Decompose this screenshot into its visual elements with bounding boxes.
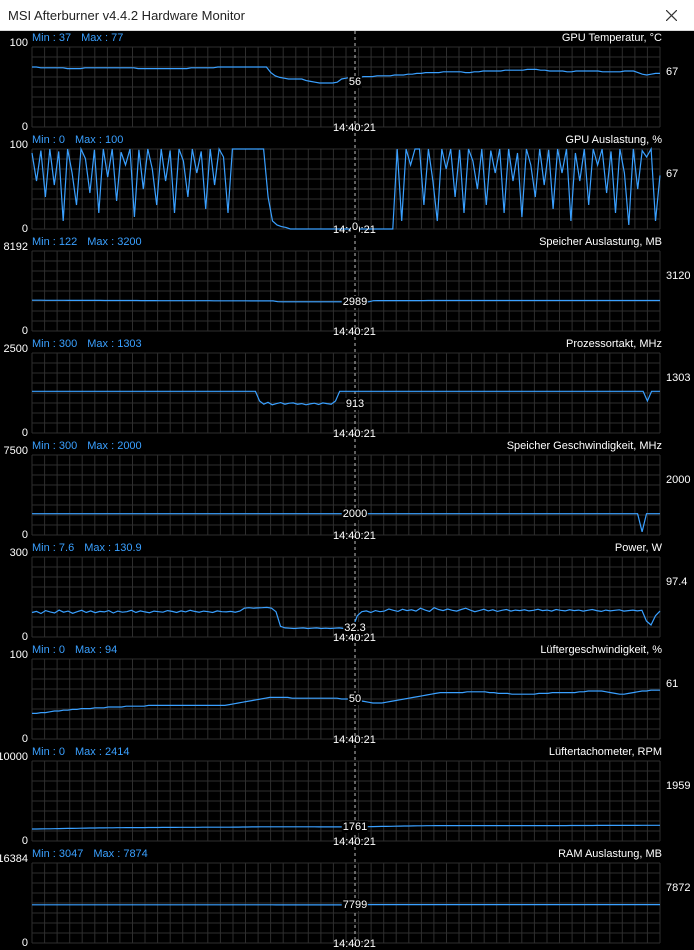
graph-title: Prozessortakt, MHz bbox=[566, 338, 662, 350]
cursor-value: 7799 bbox=[342, 899, 368, 911]
max-value: Max : 130.9 bbox=[84, 542, 141, 554]
graph-title: Lüftertachometer, RPM bbox=[549, 746, 662, 758]
graph-panel[interactable]: Min : 0 Max : 2414 Lüftertachometer, RPM 10… bbox=[0, 745, 694, 847]
min-value: Min : 0 bbox=[32, 134, 65, 146]
title-bar[interactable]: MSI Afterburner v4.4.2 Hardware Monitor bbox=[0, 0, 694, 31]
y-axis-max-label: 300 bbox=[10, 547, 28, 559]
graph-title: RAM Auslastung, MB bbox=[558, 848, 662, 860]
current-value: 61 bbox=[666, 678, 678, 690]
y-axis-max-label: 100 bbox=[10, 139, 28, 151]
graph-panel[interactable]: Min : 122 Max : 3200 Speicher Auslastung, … bbox=[0, 235, 694, 337]
current-value: 67 bbox=[666, 168, 678, 180]
current-value: 1959 bbox=[666, 780, 690, 792]
max-value: Max : 94 bbox=[75, 644, 117, 656]
min-value: Min : 300 bbox=[32, 440, 77, 452]
graph-grid bbox=[32, 455, 660, 535]
minmax-label: Min : 0 Max : 94 bbox=[32, 644, 117, 656]
graph-grid bbox=[32, 251, 660, 331]
current-value: 7872 bbox=[666, 882, 690, 894]
time-label: 14:40:21 bbox=[333, 938, 376, 950]
y-axis-min-label: 0 bbox=[22, 325, 28, 337]
current-value: 3120 bbox=[666, 270, 690, 282]
graph-plot bbox=[0, 133, 694, 235]
close-icon bbox=[666, 10, 677, 21]
graph-grid bbox=[32, 353, 660, 433]
minmax-label: Min : 300 Max : 2000 bbox=[32, 440, 142, 452]
current-value: 1303 bbox=[666, 372, 690, 384]
max-value: Max : 3200 bbox=[87, 236, 141, 248]
graph-plot bbox=[0, 847, 694, 949]
y-axis-max-label: 100 bbox=[10, 649, 28, 661]
max-value: Max : 2000 bbox=[87, 440, 141, 452]
minmax-label: Min : 37 Max : 77 bbox=[32, 32, 123, 44]
graph-title: GPU Temperatur, °C bbox=[562, 32, 662, 44]
graph-title: Speicher Auslastung, MB bbox=[539, 236, 662, 248]
window-title: MSI Afterburner v4.4.2 Hardware Monitor bbox=[8, 8, 245, 23]
max-value: Max : 77 bbox=[81, 32, 123, 44]
monitor-graph-area[interactable]: Min : 37 Max : 77 GPU Temperatur, °C 100 0 67… bbox=[0, 31, 694, 949]
graph-plot bbox=[0, 235, 694, 337]
max-value: Max : 7874 bbox=[93, 848, 147, 860]
y-axis-min-label: 0 bbox=[22, 529, 28, 541]
current-value: 2000 bbox=[666, 474, 690, 486]
cursor-value: 32.3 bbox=[343, 622, 366, 634]
cursor-value: 0 bbox=[351, 221, 359, 233]
y-axis-min-label: 0 bbox=[22, 121, 28, 133]
graph-plot bbox=[0, 439, 694, 541]
y-axis-max-label: 7500 bbox=[4, 445, 28, 457]
min-value: Min : 0 bbox=[32, 644, 65, 656]
max-value: Max : 1303 bbox=[87, 338, 141, 350]
graph-panel[interactable]: Min : 300 Max : 2000 Speicher Geschwindigk… bbox=[0, 439, 694, 541]
y-axis-min-label: 0 bbox=[22, 427, 28, 439]
close-button[interactable] bbox=[648, 0, 694, 30]
cursor-value: 2000 bbox=[342, 508, 368, 520]
y-axis-min-label: 0 bbox=[22, 733, 28, 745]
max-value: Max : 100 bbox=[75, 134, 123, 146]
current-value: 67 bbox=[666, 66, 678, 78]
graph-panel[interactable]: Min : 0 Max : 94 Lüftergeschwindigkeit, % 1… bbox=[0, 643, 694, 745]
minmax-label: Min : 3047 Max : 7874 bbox=[32, 848, 148, 860]
graph-plot bbox=[0, 337, 694, 439]
min-value: Min : 37 bbox=[32, 32, 71, 44]
minmax-label: Min : 0 Max : 2414 bbox=[32, 746, 129, 758]
graph-title: Power, W bbox=[615, 542, 662, 554]
minmax-label: Min : 300 Max : 1303 bbox=[32, 338, 142, 350]
y-axis-min-label: 0 bbox=[22, 631, 28, 643]
y-axis-min-label: 0 bbox=[22, 937, 28, 949]
graph-panel[interactable]: Min : 3047 Max : 7874 RAM Auslastung, MB 16… bbox=[0, 847, 694, 949]
graph-title: Speicher Geschwindigkeit, MHz bbox=[507, 440, 662, 452]
min-value: Min : 7.6 bbox=[32, 542, 74, 554]
max-value: Max : 2414 bbox=[75, 746, 129, 758]
cursor-value: 913 bbox=[345, 398, 365, 410]
minmax-label: Min : 122 Max : 3200 bbox=[32, 236, 142, 248]
graph-panel[interactable]: Min : 37 Max : 77 GPU Temperatur, °C 100 0 67… bbox=[0, 31, 694, 133]
cursor-value: 50 bbox=[348, 693, 362, 705]
graph-grid bbox=[32, 47, 660, 127]
y-axis-max-label: 10000 bbox=[0, 751, 28, 763]
current-value: 97.4 bbox=[666, 576, 687, 588]
min-value: Min : 300 bbox=[32, 338, 77, 350]
cursor-value: 1761 bbox=[342, 821, 368, 833]
min-value: Min : 0 bbox=[32, 746, 65, 758]
y-axis-max-label: 16384 bbox=[0, 853, 28, 865]
cursor-value: 56 bbox=[348, 76, 362, 88]
y-axis-max-label: 100 bbox=[10, 37, 28, 49]
min-value: Min : 122 bbox=[32, 236, 77, 248]
graph-title: Lüftergeschwindigkeit, % bbox=[540, 644, 662, 656]
min-value: Min : 3047 bbox=[32, 848, 83, 860]
y-axis-min-label: 0 bbox=[22, 835, 28, 847]
y-axis-max-label: 2500 bbox=[4, 343, 28, 355]
graph-panel[interactable]: Min : 300 Max : 1303 Prozessortakt, MHz 250… bbox=[0, 337, 694, 439]
minmax-label: Min : 7.6 Max : 130.9 bbox=[32, 542, 142, 554]
minmax-label: Min : 0 Max : 100 bbox=[32, 134, 123, 146]
y-axis-max-label: 8192 bbox=[4, 241, 28, 253]
cursor-value: 2989 bbox=[342, 296, 368, 308]
graph-title: GPU Auslastung, % bbox=[565, 134, 662, 146]
y-axis-min-label: 0 bbox=[22, 223, 28, 235]
